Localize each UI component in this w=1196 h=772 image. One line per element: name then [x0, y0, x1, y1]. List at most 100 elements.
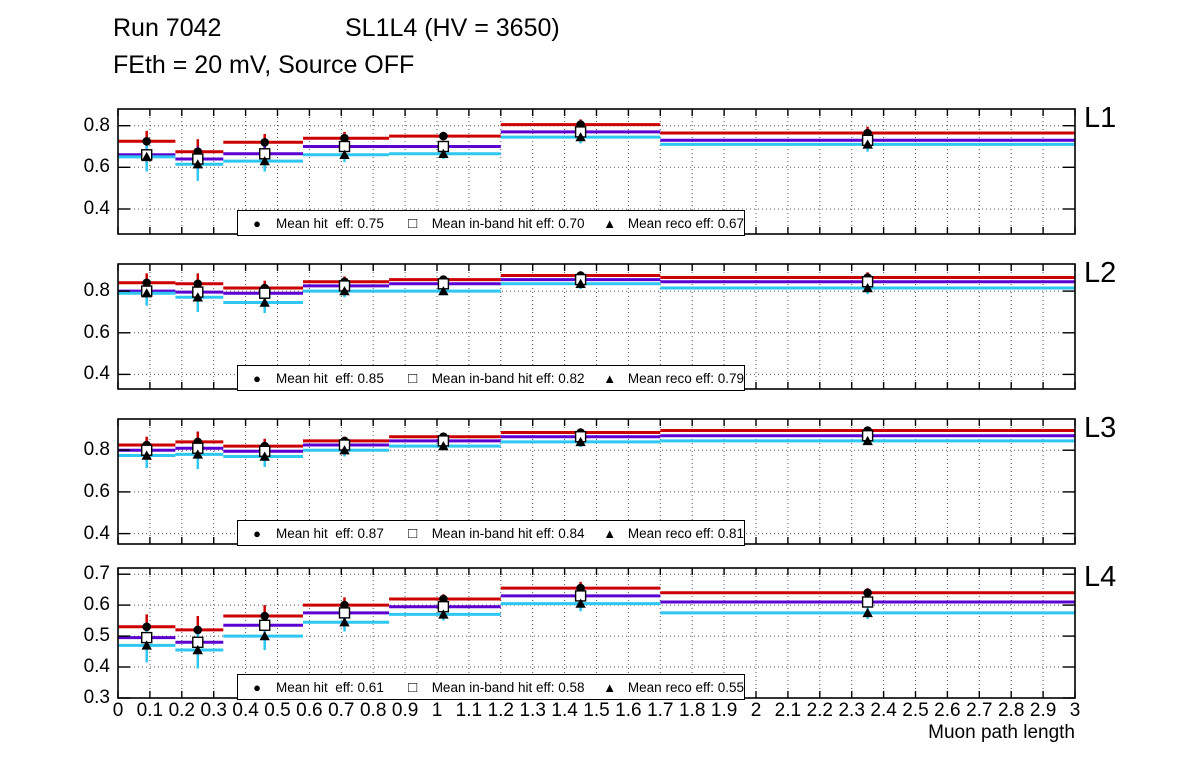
legend-entry: ▲ Mean reco eff: 0.67: [591, 216, 744, 231]
open-square-icon: □: [408, 525, 418, 541]
reco-marker-icon: [575, 436, 586, 447]
legend-label: Mean in-band hit eff: 0.58: [431, 679, 585, 695]
plot-title-run: Run 7042: [113, 14, 222, 42]
legend-label: Mean reco eff: 0.79: [627, 370, 744, 386]
plot-title-conditions: FEth = 20 mV, Source OFF: [113, 51, 415, 79]
legend-entry: ● Mean hit eff: 0.85: [238, 371, 394, 386]
x-tick-label: 0.5: [264, 700, 291, 721]
hit-marker-icon: [340, 133, 349, 143]
plot-title-chamber: SL1L4 (HV = 3650): [345, 14, 560, 42]
y-tick-label: 0.7: [83, 563, 110, 585]
reco-marker-icon: [862, 283, 873, 293]
reco-marker-icon: [259, 451, 270, 461]
efficiency-plot: [117, 263, 1076, 390]
y-tick-label: 0.4: [83, 522, 110, 544]
filled-triangle-icon: ▲: [603, 370, 617, 386]
y-tick-label: 0.8: [83, 280, 110, 302]
filled-circle-icon: ●: [253, 370, 261, 386]
x-tick-label: 2.7: [966, 700, 993, 721]
efficiency-panel: L4 ● Mean hit eff: 0.61 □ Mean in-band hit …: [0, 561, 1196, 708]
y-tick-label: 0.8: [83, 439, 110, 461]
filled-circle-icon: ●: [253, 215, 261, 231]
reco-marker-icon: [192, 645, 203, 655]
x-tick-label: 2.8: [997, 700, 1025, 721]
x-tick-label: 1.2: [487, 700, 514, 721]
reco-marker-icon: [438, 148, 449, 158]
legend-box: ● Mean hit eff: 0.61 □ Mean in-band hit eff…: [237, 674, 745, 700]
reco-marker-icon: [339, 445, 350, 455]
reco-marker-icon: [575, 278, 586, 288]
reco-marker-icon: [438, 609, 449, 619]
x-tick-label: 2.5: [902, 700, 929, 721]
reco-marker-icon: [862, 435, 873, 446]
reco-marker-icon: [141, 640, 152, 650]
inband-marker-icon: [258, 287, 271, 299]
y-tick-label: 0.4: [83, 198, 110, 219]
legend-label: Mean in-band hit eff: 0.70: [431, 215, 585, 231]
legend-entry: □ Mean in-band hit eff: 0.82: [394, 371, 592, 386]
reco-marker-icon: [259, 297, 270, 307]
x-tick-label: 0: [112, 700, 124, 721]
filled-circle-icon: ●: [253, 679, 261, 695]
hit-marker-icon: [142, 137, 151, 146]
x-tick-label: 2.2: [806, 700, 833, 721]
hit-marker-icon: [260, 138, 269, 147]
series-group: [118, 271, 1075, 313]
panel-label: L1: [1084, 102, 1117, 134]
reco-marker-icon: [575, 598, 586, 608]
legend-box: ● Mean hit eff: 0.87 □ Mean in-band hit eff…: [237, 520, 745, 546]
x-tick-label: 0.4: [232, 700, 259, 721]
y-tick-label: 0.6: [83, 594, 110, 616]
reco-marker-icon: [339, 286, 350, 296]
hit-marker-icon: [142, 622, 151, 632]
y-tick-label: 0.4: [83, 656, 110, 678]
filled-triangle-icon: ▲: [603, 525, 617, 541]
legend-entry: ● Mean hit eff: 0.75: [238, 216, 394, 231]
series-group: [118, 581, 1075, 669]
series-group: [118, 426, 1075, 469]
legend-entry: □ Mean in-band hit eff: 0.58: [394, 680, 592, 695]
x-tick-label: 2.9: [1029, 700, 1057, 721]
panel-label: L4: [1084, 561, 1117, 593]
efficiency-panel: L1 ● Mean hit eff: 0.75 □ Mean in-band hit …: [0, 102, 1196, 236]
y-tick-label: 0.5: [83, 625, 110, 647]
x-tick-label: 0.1: [136, 700, 164, 721]
legend-label: Mean hit eff: 0.61: [276, 679, 384, 695]
x-axis-title: Muon path length: [928, 722, 1075, 743]
panel-label: L2: [1084, 257, 1117, 289]
x-tick-label: 0.7: [328, 700, 355, 721]
x-tick-label: 3: [1069, 700, 1081, 721]
series-group: [118, 119, 1075, 181]
x-tick-label: 0.9: [391, 700, 419, 721]
reco-marker-icon: [141, 450, 152, 460]
x-tick-label: 2.4: [870, 700, 897, 721]
reco-marker-icon: [259, 631, 270, 641]
legend-label: Mean reco eff: 0.67: [627, 215, 744, 231]
hit-marker-icon: [260, 611, 269, 621]
y-tick-label: 0.6: [83, 156, 110, 178]
inband-marker-icon: [338, 607, 351, 619]
reco-marker-icon: [438, 441, 449, 451]
reco-marker-icon: [339, 149, 350, 159]
y-tick-label: 0.4: [83, 363, 110, 385]
x-tick-label: 1.3: [519, 700, 546, 721]
x-tick-label: 2.3: [838, 700, 865, 721]
inband-marker-icon: [258, 619, 271, 631]
reco-marker-icon: [192, 449, 203, 459]
x-tick-label: 0.2: [168, 700, 195, 721]
open-square-icon: □: [408, 370, 418, 386]
x-tick-label: 1.9: [710, 700, 738, 721]
legend-entry: ▲ Mean reco eff: 0.81: [591, 526, 744, 541]
legend-label: Mean hit eff: 0.85: [276, 370, 384, 386]
legend-entry: □ Mean in-band hit eff: 0.70: [394, 216, 592, 231]
hit-marker-icon: [863, 588, 872, 598]
legend-box: ● Mean hit eff: 0.85 □ Mean in-band hit eff…: [237, 365, 745, 391]
y-tick-label: 0.6: [83, 321, 110, 343]
x-tick-label: 1.5: [583, 700, 610, 721]
x-tick-label: 2.1: [774, 700, 802, 721]
x-tick-label: 1.8: [678, 700, 706, 721]
reco-marker-icon: [339, 617, 350, 627]
x-tick-label: 0.6: [296, 700, 323, 721]
x-tick-label: 0.3: [200, 700, 227, 721]
open-square-icon: □: [408, 215, 418, 231]
